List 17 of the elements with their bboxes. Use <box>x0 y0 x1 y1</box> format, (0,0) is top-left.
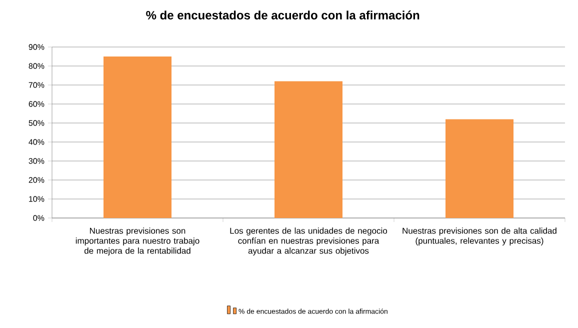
y-tick-label: 80% <box>28 63 44 69</box>
x-tick-label: Nuestras previsiones son importantes para nuestro trabajo de mejora de la rentabilidad <box>76 228 200 256</box>
y-tick-label: 20% <box>28 177 44 183</box>
x-tick-label: Los gerentes de las unidades de negocio confían en nuestras previsiones para ayudar a alcanzar sus objetivos <box>230 228 388 256</box>
bar <box>104 56 172 218</box>
y-tick-label: 50% <box>28 120 44 126</box>
y-tick-label: 10% <box>29 196 44 202</box>
x-tick-label: Nuestras previsiones son de alta calidad (puntuales, relevantes y precisas) <box>402 228 556 246</box>
y-tick-label: 90% <box>28 44 44 50</box>
bar <box>274 81 342 218</box>
y-tick-label: 40% <box>28 139 44 145</box>
y-tick-label: 0% <box>33 215 44 221</box>
y-tick-label: 60% <box>28 101 44 107</box>
bar <box>445 119 514 218</box>
chart-title: % de encuestados de acuerdo con la afirmación <box>146 10 420 20</box>
y-tick-label: 70% <box>28 82 44 88</box>
y-tick-label: 30% <box>28 158 44 164</box>
